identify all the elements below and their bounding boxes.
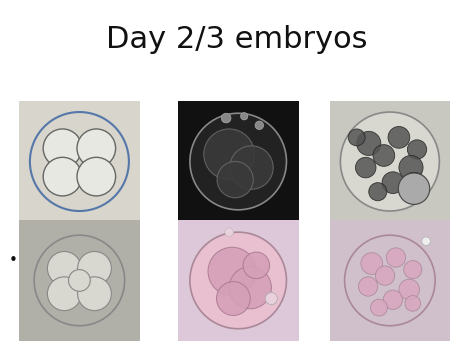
Circle shape: [243, 252, 270, 279]
Circle shape: [217, 282, 250, 316]
Circle shape: [356, 157, 376, 178]
Text: B: B: [232, 253, 242, 268]
Text: Day 2/3 embryos: Day 2/3 embryos: [106, 25, 368, 54]
Circle shape: [43, 129, 82, 168]
Circle shape: [208, 247, 256, 295]
Circle shape: [382, 172, 404, 193]
Circle shape: [43, 157, 82, 196]
Circle shape: [78, 277, 111, 311]
Circle shape: [77, 129, 116, 168]
Circle shape: [399, 155, 423, 180]
Circle shape: [407, 140, 427, 159]
Circle shape: [422, 237, 430, 245]
Circle shape: [361, 253, 383, 274]
Circle shape: [217, 162, 253, 198]
Circle shape: [398, 173, 430, 204]
Circle shape: [375, 266, 395, 285]
Circle shape: [229, 267, 272, 309]
Circle shape: [204, 129, 255, 180]
Circle shape: [78, 251, 111, 285]
Circle shape: [388, 126, 410, 148]
Circle shape: [383, 290, 402, 310]
Circle shape: [77, 157, 116, 196]
Circle shape: [47, 277, 81, 311]
Circle shape: [404, 261, 422, 279]
Circle shape: [225, 228, 233, 236]
Text: •  Grade A: • Grade A: [9, 253, 90, 268]
Circle shape: [348, 129, 365, 146]
Circle shape: [47, 251, 81, 285]
Circle shape: [265, 293, 277, 305]
Circle shape: [373, 144, 395, 166]
Circle shape: [371, 299, 387, 316]
Circle shape: [340, 112, 439, 211]
Circle shape: [241, 113, 248, 120]
Circle shape: [190, 113, 286, 210]
Circle shape: [230, 146, 273, 189]
Circle shape: [401, 173, 427, 199]
Circle shape: [399, 279, 419, 300]
Circle shape: [69, 269, 90, 291]
Circle shape: [369, 182, 387, 201]
Text: C: C: [388, 253, 399, 268]
Circle shape: [386, 248, 406, 267]
Circle shape: [405, 295, 420, 311]
Circle shape: [190, 232, 286, 329]
Circle shape: [255, 121, 264, 130]
Circle shape: [221, 113, 231, 123]
Circle shape: [356, 131, 381, 155]
Circle shape: [358, 277, 378, 296]
